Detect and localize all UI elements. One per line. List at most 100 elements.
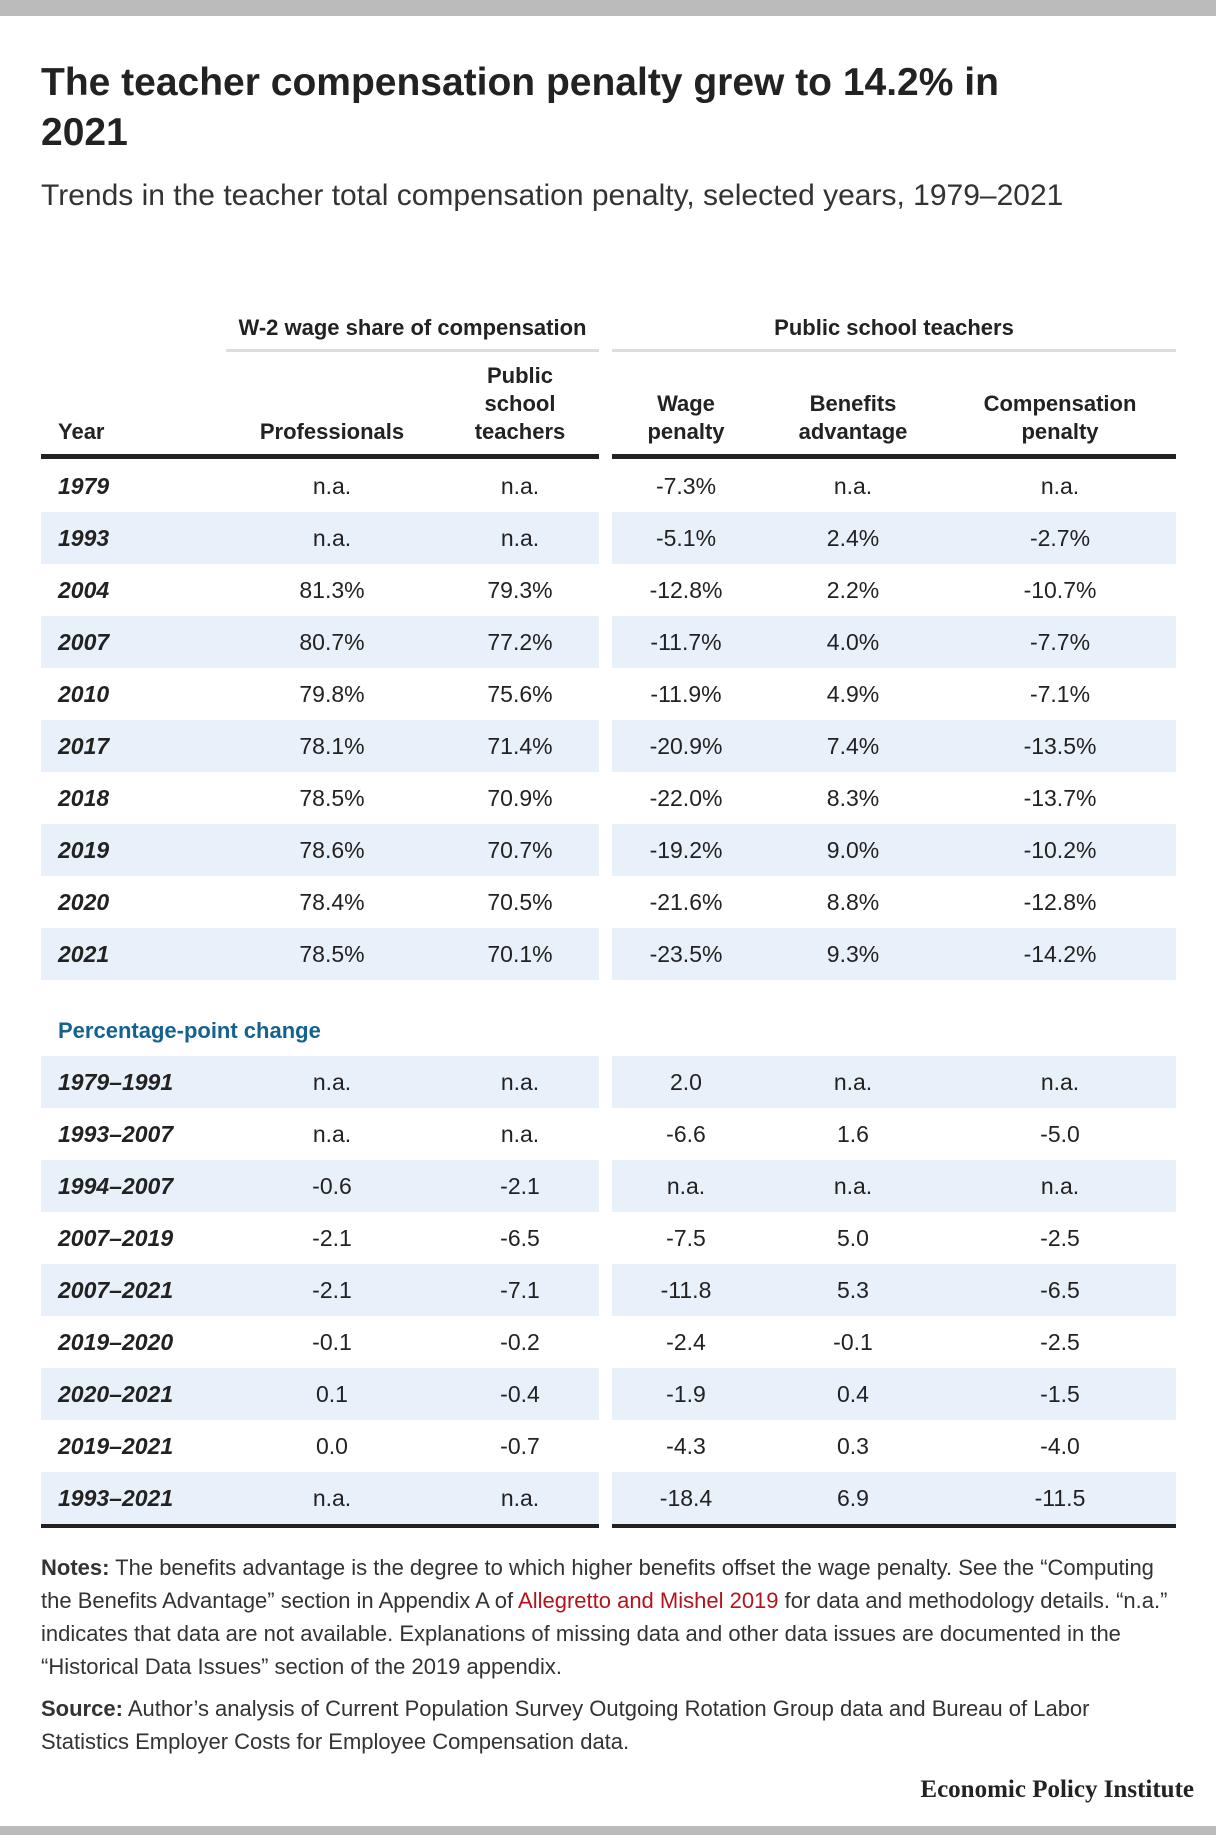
table-cell: -2.1	[312, 1276, 352, 1303]
table-cell: n.a.	[312, 1484, 352, 1511]
row-shade	[612, 1056, 1176, 1108]
notes-text: The benefits advantage is the degree to …	[41, 1555, 1154, 1613]
table-cell: -12.8%	[1023, 888, 1097, 915]
row-label: 2010	[58, 680, 110, 707]
header-rule	[612, 454, 1176, 459]
table-cell: n.a.	[833, 472, 873, 499]
table-cell: 75.6%	[487, 680, 553, 707]
table-cell: -1.9	[666, 1380, 706, 1407]
row-label: 2019–2021	[58, 1432, 174, 1459]
table-cell: 78.6%	[299, 836, 365, 863]
table-cell: n.a.	[500, 1120, 540, 1147]
table-cell: 1.6	[837, 1120, 869, 1147]
table-cell: 8.8%	[826, 888, 880, 915]
table-cell: -7.5	[666, 1224, 706, 1251]
table-cell: -0.1	[833, 1328, 873, 1355]
row-shade	[41, 512, 599, 564]
table-cell: n.a.	[833, 1172, 873, 1199]
table-cell: 2.0	[670, 1068, 702, 1095]
table-cell: -2.7%	[1029, 524, 1091, 551]
table-cell: -21.6%	[649, 888, 723, 915]
notes-link[interactable]: Allegretto and Mishel 2019	[518, 1588, 779, 1613]
row-shade	[41, 928, 599, 980]
table-cell: -1.5	[1040, 1380, 1080, 1407]
table-cell: -4.3	[666, 1432, 706, 1459]
row-shade	[612, 720, 1176, 772]
table-cell: -6.6	[666, 1120, 706, 1147]
row-shade	[612, 616, 1176, 668]
table-cell: -0.2	[500, 1328, 540, 1355]
row-shade	[41, 1472, 599, 1524]
row-shade	[612, 928, 1176, 980]
table-cell: -2.1	[312, 1224, 352, 1251]
table-cell: n.a.	[312, 472, 352, 499]
row-shade	[41, 824, 599, 876]
row-shade	[612, 824, 1176, 876]
table-cell: -7.1%	[1029, 680, 1091, 707]
header-rule	[41, 454, 599, 459]
row-label: 2019	[58, 836, 110, 863]
table-cell: 0.1	[316, 1380, 348, 1407]
column-header: Professionals	[259, 419, 405, 444]
row-shade	[41, 1368, 599, 1420]
table-cell: n.a.	[500, 472, 540, 499]
source-label: Source:	[41, 1696, 123, 1721]
source: Source: Author’s analysis of Current Pop…	[41, 1692, 1181, 1758]
table-cell: 9.0%	[826, 836, 880, 863]
table-cell: 8.3%	[826, 784, 880, 811]
table-cell: 71.4%	[487, 732, 553, 759]
row-shade	[612, 1472, 1176, 1524]
table-cell: n.a.	[500, 524, 540, 551]
table-cell: -14.2%	[1023, 940, 1097, 967]
table-cell: -22.0%	[649, 784, 723, 811]
column-header: Public school teachers	[474, 363, 566, 444]
row-label: 1979–1991	[58, 1068, 174, 1095]
table-cell: 70.5%	[487, 888, 553, 915]
row-label: 2020–2021	[58, 1380, 174, 1407]
table-cell: -6.5	[500, 1224, 540, 1251]
row-label: 2018	[58, 784, 110, 811]
table-cell: 78.5%	[299, 784, 365, 811]
table-cell: -5.0	[1040, 1120, 1080, 1147]
table-cell: 78.1%	[299, 732, 365, 759]
row-label: 2004	[58, 576, 110, 603]
table-cell: 5.0	[837, 1224, 869, 1251]
bottom-bar	[0, 1826, 1216, 1835]
row-label: 2020	[58, 888, 110, 915]
table-cell: -18.4	[659, 1484, 713, 1511]
notes-text: for data and methodology details. “n.a.”…	[41, 1588, 1168, 1679]
table-cell: -7.3%	[655, 472, 717, 499]
row-shade	[41, 616, 599, 668]
row-label: 1993–2007	[58, 1120, 174, 1147]
table-cell: -20.9%	[649, 732, 723, 759]
column-header: Wage penalty	[647, 391, 725, 444]
table-cell: -2.1	[500, 1172, 540, 1199]
row-label: 2017	[58, 732, 110, 759]
row-label: 2021	[58, 940, 110, 967]
row-label: 1994–2007	[58, 1172, 174, 1199]
table-cell: 4.9%	[826, 680, 880, 707]
table-cell: 9.3%	[826, 940, 880, 967]
row-shade	[612, 512, 1176, 564]
source-text: Author’s analysis of Current Population …	[41, 1696, 1090, 1754]
table-cell: 79.8%	[299, 680, 365, 707]
table-cell: 78.4%	[299, 888, 365, 915]
table-cell: n.a.	[666, 1172, 706, 1199]
row-shade	[612, 1368, 1176, 1420]
table-cell: -2.5	[1040, 1328, 1080, 1355]
table-cell: n.a.	[1040, 472, 1080, 499]
row-label: 2007–2021	[58, 1276, 174, 1303]
table-cell: 6.9	[837, 1484, 869, 1511]
table-cell: -11.9%	[650, 680, 722, 707]
table-cell: 2.2%	[826, 576, 880, 603]
column-header: Benefits advantage	[798, 391, 908, 444]
table-cell: 4.0%	[826, 628, 880, 655]
table-cell: -0.6	[312, 1172, 352, 1199]
table-cell: 70.7%	[487, 836, 553, 863]
table-cell: -10.7%	[1023, 576, 1097, 603]
row-label: 2007	[58, 628, 110, 655]
table-cell: n.a.	[1040, 1068, 1080, 1095]
row-label: 1979	[58, 472, 110, 499]
group-header: W-2 wage share of compensation	[238, 315, 587, 340]
